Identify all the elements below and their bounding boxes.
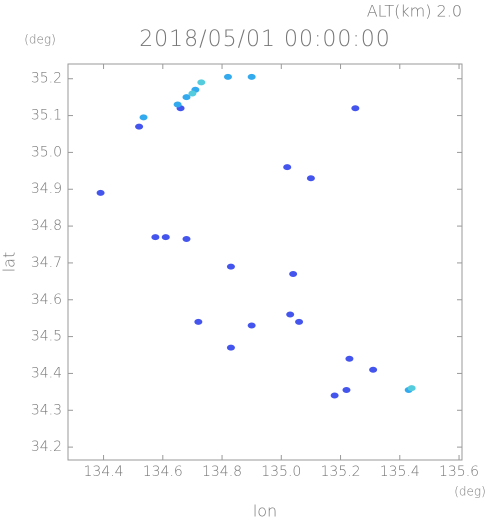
y-tick-label: 34.5 [31, 329, 62, 345]
x-tick-label: 134.4 [84, 464, 124, 480]
y-tick-label: 35.0 [31, 144, 62, 160]
y-tick-label: 34.7 [31, 255, 62, 271]
echo-point [247, 73, 256, 80]
x-tick-label: 135.0 [261, 464, 301, 480]
chart-title: 2018/05/01 00:00:00 [139, 27, 391, 52]
echo-point [289, 270, 298, 277]
echo-point [151, 234, 160, 241]
y-tick-label: 34.6 [31, 292, 62, 308]
x-unit: (deg) [454, 485, 486, 499]
plot-frame [67, 63, 463, 461]
x-tick-label: 135.6 [439, 464, 479, 480]
echo-point [351, 105, 360, 112]
echo-point [223, 73, 232, 80]
echo-point [306, 175, 315, 182]
y-tick-label: 35.2 [31, 71, 62, 87]
echo-point [295, 318, 304, 325]
y-tick-label: 34.3 [31, 402, 62, 418]
x-tick-label: 134.8 [202, 464, 242, 480]
y-tick-label: 35.1 [31, 108, 62, 124]
echo-point [283, 164, 292, 171]
echo-point [161, 234, 170, 241]
y-axis-label: lat [0, 252, 19, 273]
altitude-label: ALT(km) 2.0 [367, 2, 462, 21]
echo-point [286, 311, 295, 318]
echo-point [369, 366, 378, 373]
echo-point [188, 90, 197, 97]
echo-point [182, 94, 191, 101]
y-tick-label: 34.8 [31, 218, 62, 234]
echo-point [173, 101, 182, 108]
echo-point [345, 355, 354, 362]
x-axis-label: lon [253, 502, 277, 521]
y-tick-label: 34.9 [31, 181, 62, 197]
y-tick-label: 34.4 [31, 365, 62, 381]
echo-point [330, 392, 339, 399]
echo-point [247, 322, 256, 329]
x-tick-label: 135.2 [320, 464, 360, 480]
echo-point [182, 235, 191, 242]
echo-point [135, 123, 144, 130]
y-tick-label: 34.2 [31, 439, 62, 455]
echo-point [197, 79, 206, 86]
echo-point [226, 344, 235, 351]
x-tick-label: 134.6 [143, 464, 183, 480]
echo-point [342, 387, 351, 394]
echo-point [226, 263, 235, 270]
echo-point [96, 189, 105, 196]
x-tick-label: 135.4 [380, 464, 420, 480]
echo-point [194, 318, 203, 325]
echo-point [139, 114, 148, 121]
echo-point [407, 385, 416, 392]
y-unit: (deg) [24, 33, 56, 47]
